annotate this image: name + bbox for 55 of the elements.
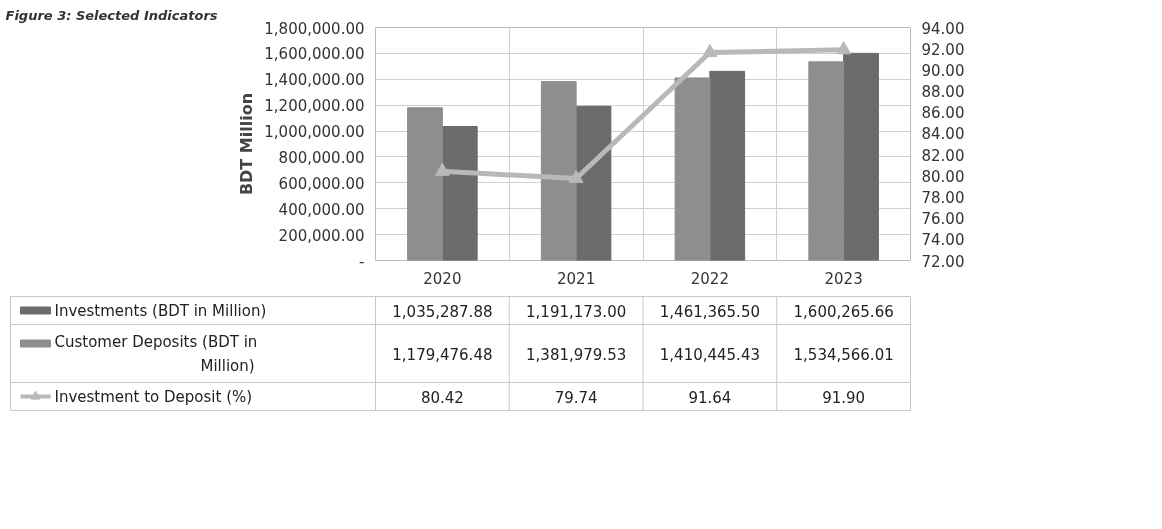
y-tick-label: 1,200,000.00 [264,97,365,116]
y-tick-label: 1,400,000.00 [264,71,365,90]
point [836,41,852,55]
data-label: 1,410,445.43 [659,345,760,364]
y2-tick-label: 80.00 [921,167,965,186]
y2-tick-label: 78.00 [921,188,965,207]
y2-tick-label: 84.00 [921,125,965,144]
y2-tick-label: 94.00 [921,19,965,38]
data-label: 79.74 [554,388,598,407]
bar [808,61,845,261]
y-tick-label: 1,600,000.00 [264,45,365,64]
y-tick-label: - [359,252,365,271]
y-axis-title: BDT Million [237,92,257,196]
bar [575,105,612,261]
legend-label: Investments (BDT in Million) [54,301,267,320]
x-tick-label: 2020 [423,269,462,288]
y-tick-label: 1,800,000.00 [264,19,365,38]
data-label: 1,191,173.00 [526,302,627,321]
point [568,169,584,184]
bar [540,81,577,261]
data-label: 1,534,566.01 [793,345,894,364]
y-tick-label: 400,000.00 [278,200,365,219]
y2-tick-label: 88.00 [921,83,965,102]
y-tick-label: 200,000.00 [278,226,365,245]
data-label: 80.42 [420,388,464,407]
point [702,43,718,58]
x-tick-label: 2023 [824,269,863,288]
y2-tick-label: 92.00 [921,40,965,59]
legend-label: Investment to Deposit (%) [54,387,253,406]
y-tick-label: 1,000,000.00 [264,123,365,142]
data-label: 91.64 [688,388,732,407]
y2-tick-label: 90.00 [921,61,965,80]
data-label: 91.90 [822,388,866,407]
point [434,162,450,176]
bar [709,70,746,261]
y2-tick-label: 72.00 [921,252,965,271]
data-label: 1,461,365.50 [659,302,760,321]
y2-tick-label: 82.00 [921,146,965,165]
legend-label: Customer Deposits (BDT in Million) [54,332,258,375]
data-label: 1,179,476.48 [392,345,493,364]
x-tick-label: 2021 [557,269,596,288]
bar [441,125,478,261]
data-label: 1,035,287.88 [392,302,493,321]
y2-tick-label: 74.00 [921,231,965,250]
bar [674,77,711,261]
text: Figure 3: Selected Indicators [5,7,218,23]
y-tick-label: 600,000.00 [278,174,365,193]
bar [407,107,443,261]
y2-tick-label: 76.00 [921,210,965,229]
bar [843,52,879,261]
y2-tick-label: 86.00 [921,104,965,123]
data-label: 1,600,265.66 [793,302,894,321]
data-label: 1,381,979.53 [526,345,627,364]
x-tick-label: 2022 [690,269,729,288]
y-tick-label: 800,000.00 [278,148,365,167]
